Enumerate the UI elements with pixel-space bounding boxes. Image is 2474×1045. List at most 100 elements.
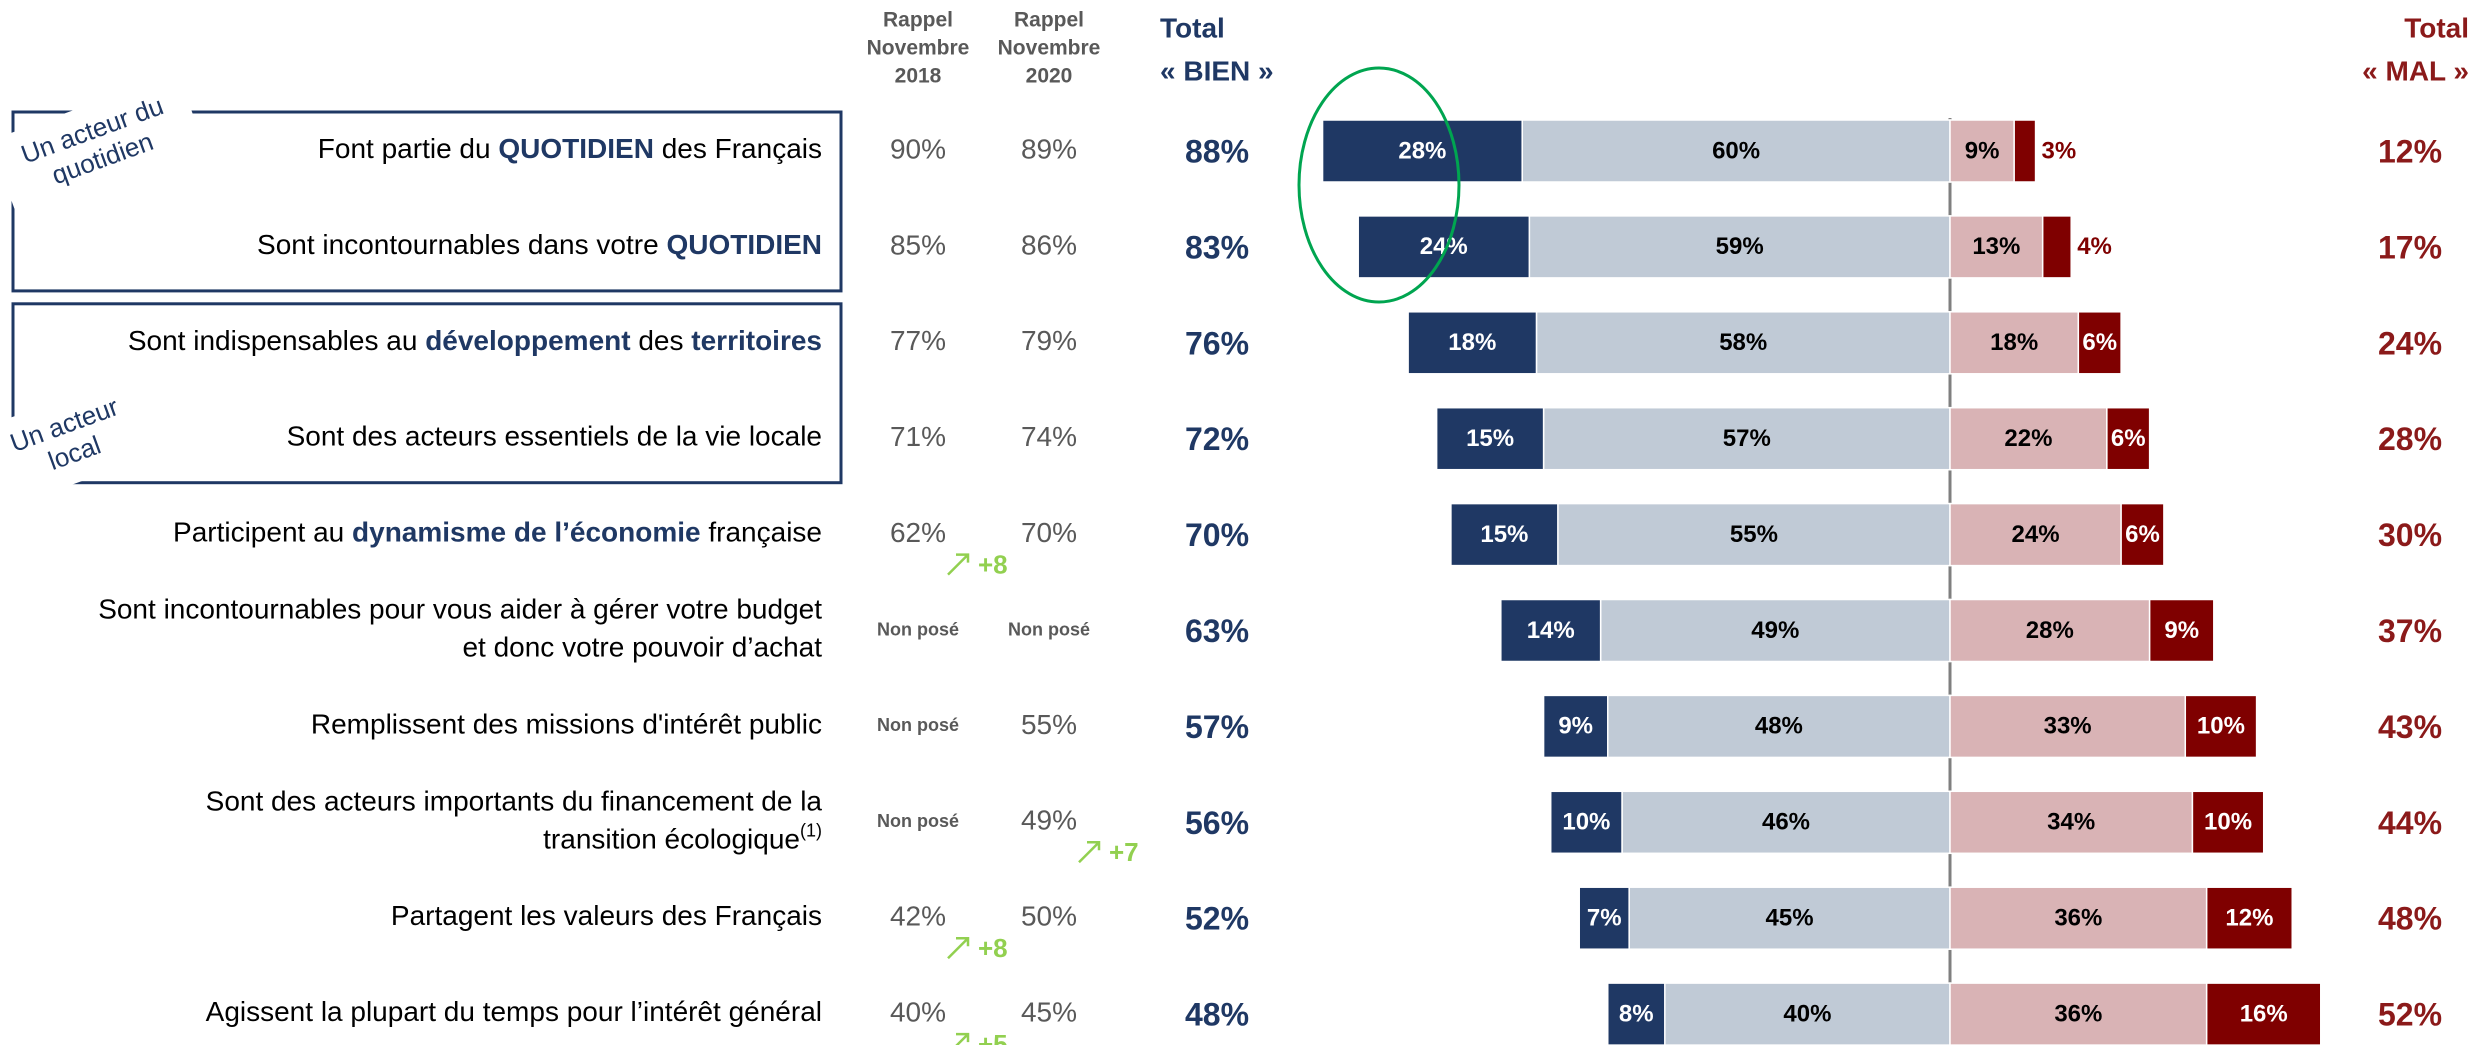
column-value: 90% [890,133,946,164]
total-header: « MAL » [2362,55,2469,86]
bar-segment [1528,215,1951,279]
column-value: Non posé [877,619,959,639]
total-value: 24% [2378,325,2442,361]
row-label-part: Participent au [173,517,352,548]
total-value: 30% [2378,517,2442,553]
bar-label: 36% [2054,905,2102,932]
bar-segment [1949,886,2208,950]
bar-label: 9% [2164,617,2199,644]
row-label-part: et donc votre pouvoir d’achat [462,632,822,663]
bar-segment [1535,311,1951,375]
bar-label: 40% [1783,1000,1831,1027]
total-value: 44% [2378,805,2442,841]
total-value: 56% [1185,805,1249,841]
bar-segment [1557,502,1951,567]
highlight-ellipse [1297,66,1461,304]
column-value: 49% [1021,805,1077,836]
bar-label: 46% [1762,809,1810,836]
total-value: 12% [2378,133,2442,169]
bar-segment [1357,215,1531,279]
total-value: 57% [1185,709,1249,745]
bar-segment [1542,406,1951,471]
bar-label: 55% [1730,521,1778,548]
total-header: Total [1160,12,1225,43]
row-label-part: Font partie du [318,133,499,164]
total-value: 88% [1185,133,1249,169]
row-label-part: Sont des acteurs importants du financeme… [206,786,823,817]
row-label-part: Sont des acteurs essentiels de la vie lo… [287,421,822,452]
delta-arrow [1078,841,1101,864]
row-label-part: Sont indispensables au [128,325,425,356]
bar-label: 49% [1751,617,1799,644]
row-label: Partagent les valeurs des Français [391,901,822,932]
bar-segment [2184,694,2258,759]
bar-label: 9% [1965,137,2000,164]
bar-label: 33% [2044,713,2092,740]
total-header: « BIEN » [1160,55,1274,86]
column-header: Novembre [998,37,1101,60]
bar-label: 18% [1990,329,2038,356]
bar-segment [1949,694,2187,759]
bar-label: 10% [2197,713,2245,740]
bar-segment [2148,598,2215,663]
bar-label: 7% [1587,905,1622,932]
bar-segment [1599,598,1951,663]
bar-segment [2041,215,2072,279]
bar-label: 14% [1527,617,1575,644]
bar-label: 18% [1448,329,1496,356]
bar-segment [1949,982,2208,1045]
total-value: 63% [1185,613,1249,649]
total-value: 37% [2378,613,2442,649]
total-value: 83% [1185,229,1249,265]
bar-segment [2191,790,2265,855]
delta-label: +8 [978,933,1008,963]
total-value: 48% [2378,901,2442,937]
bar-segment [1321,119,1523,183]
bar-label: 15% [1466,425,1514,452]
group-label-bg [0,367,179,515]
column-value: 42% [890,901,946,932]
column-value: 55% [1021,709,1077,740]
bar-segment [1607,982,1666,1045]
row-label: Font partie du QUOTIDIEN des Français [318,133,822,164]
row-label-part: Partagent les valeurs des Français [391,901,822,932]
total-value: 72% [1185,421,1249,457]
row-label-part: française [701,517,822,548]
total-value: 70% [1185,517,1249,553]
bar-segment [2120,502,2165,567]
column-value: 70% [1021,517,1077,548]
total-value: 48% [1185,997,1249,1033]
bar-segment [1949,406,2108,471]
total-value: 43% [2378,709,2442,745]
bar-label: 36% [2054,1000,2102,1027]
bar-label: 22% [2004,425,2052,452]
bar-label: 28% [1398,137,1446,164]
bar-label: 59% [1716,233,1764,260]
row-label: et donc votre pouvoir d’achat [462,632,822,663]
column-value: 74% [1021,421,1077,452]
total-header: Total [2404,12,2469,43]
column-value: 71% [890,421,946,452]
column-value: 40% [890,996,946,1027]
bar-label: 13% [1972,233,2020,260]
column-value: Non posé [1008,619,1090,639]
delta-arrow [947,553,970,576]
column-header: Novembre [867,37,970,60]
bar-label: 16% [2240,1000,2288,1027]
row-label-part: transition écologique [543,824,800,855]
row-label-emphasis: QUOTIDIEN [666,229,822,260]
row-label-emphasis: dynamisme de l’économie [352,517,701,548]
bar-label: 15% [1480,521,1528,548]
row-label-part: des [631,325,692,356]
column-header: Rappel [883,9,953,32]
bar-segment [2205,982,2322,1045]
group-box [11,302,843,485]
bar-label: 57% [1723,425,1771,452]
total-value: 52% [2378,997,2442,1033]
row-label: Sont incontournables dans votre QUOTIDIE… [257,229,822,260]
row-label: Sont incontournables pour vous aider à g… [98,594,822,625]
